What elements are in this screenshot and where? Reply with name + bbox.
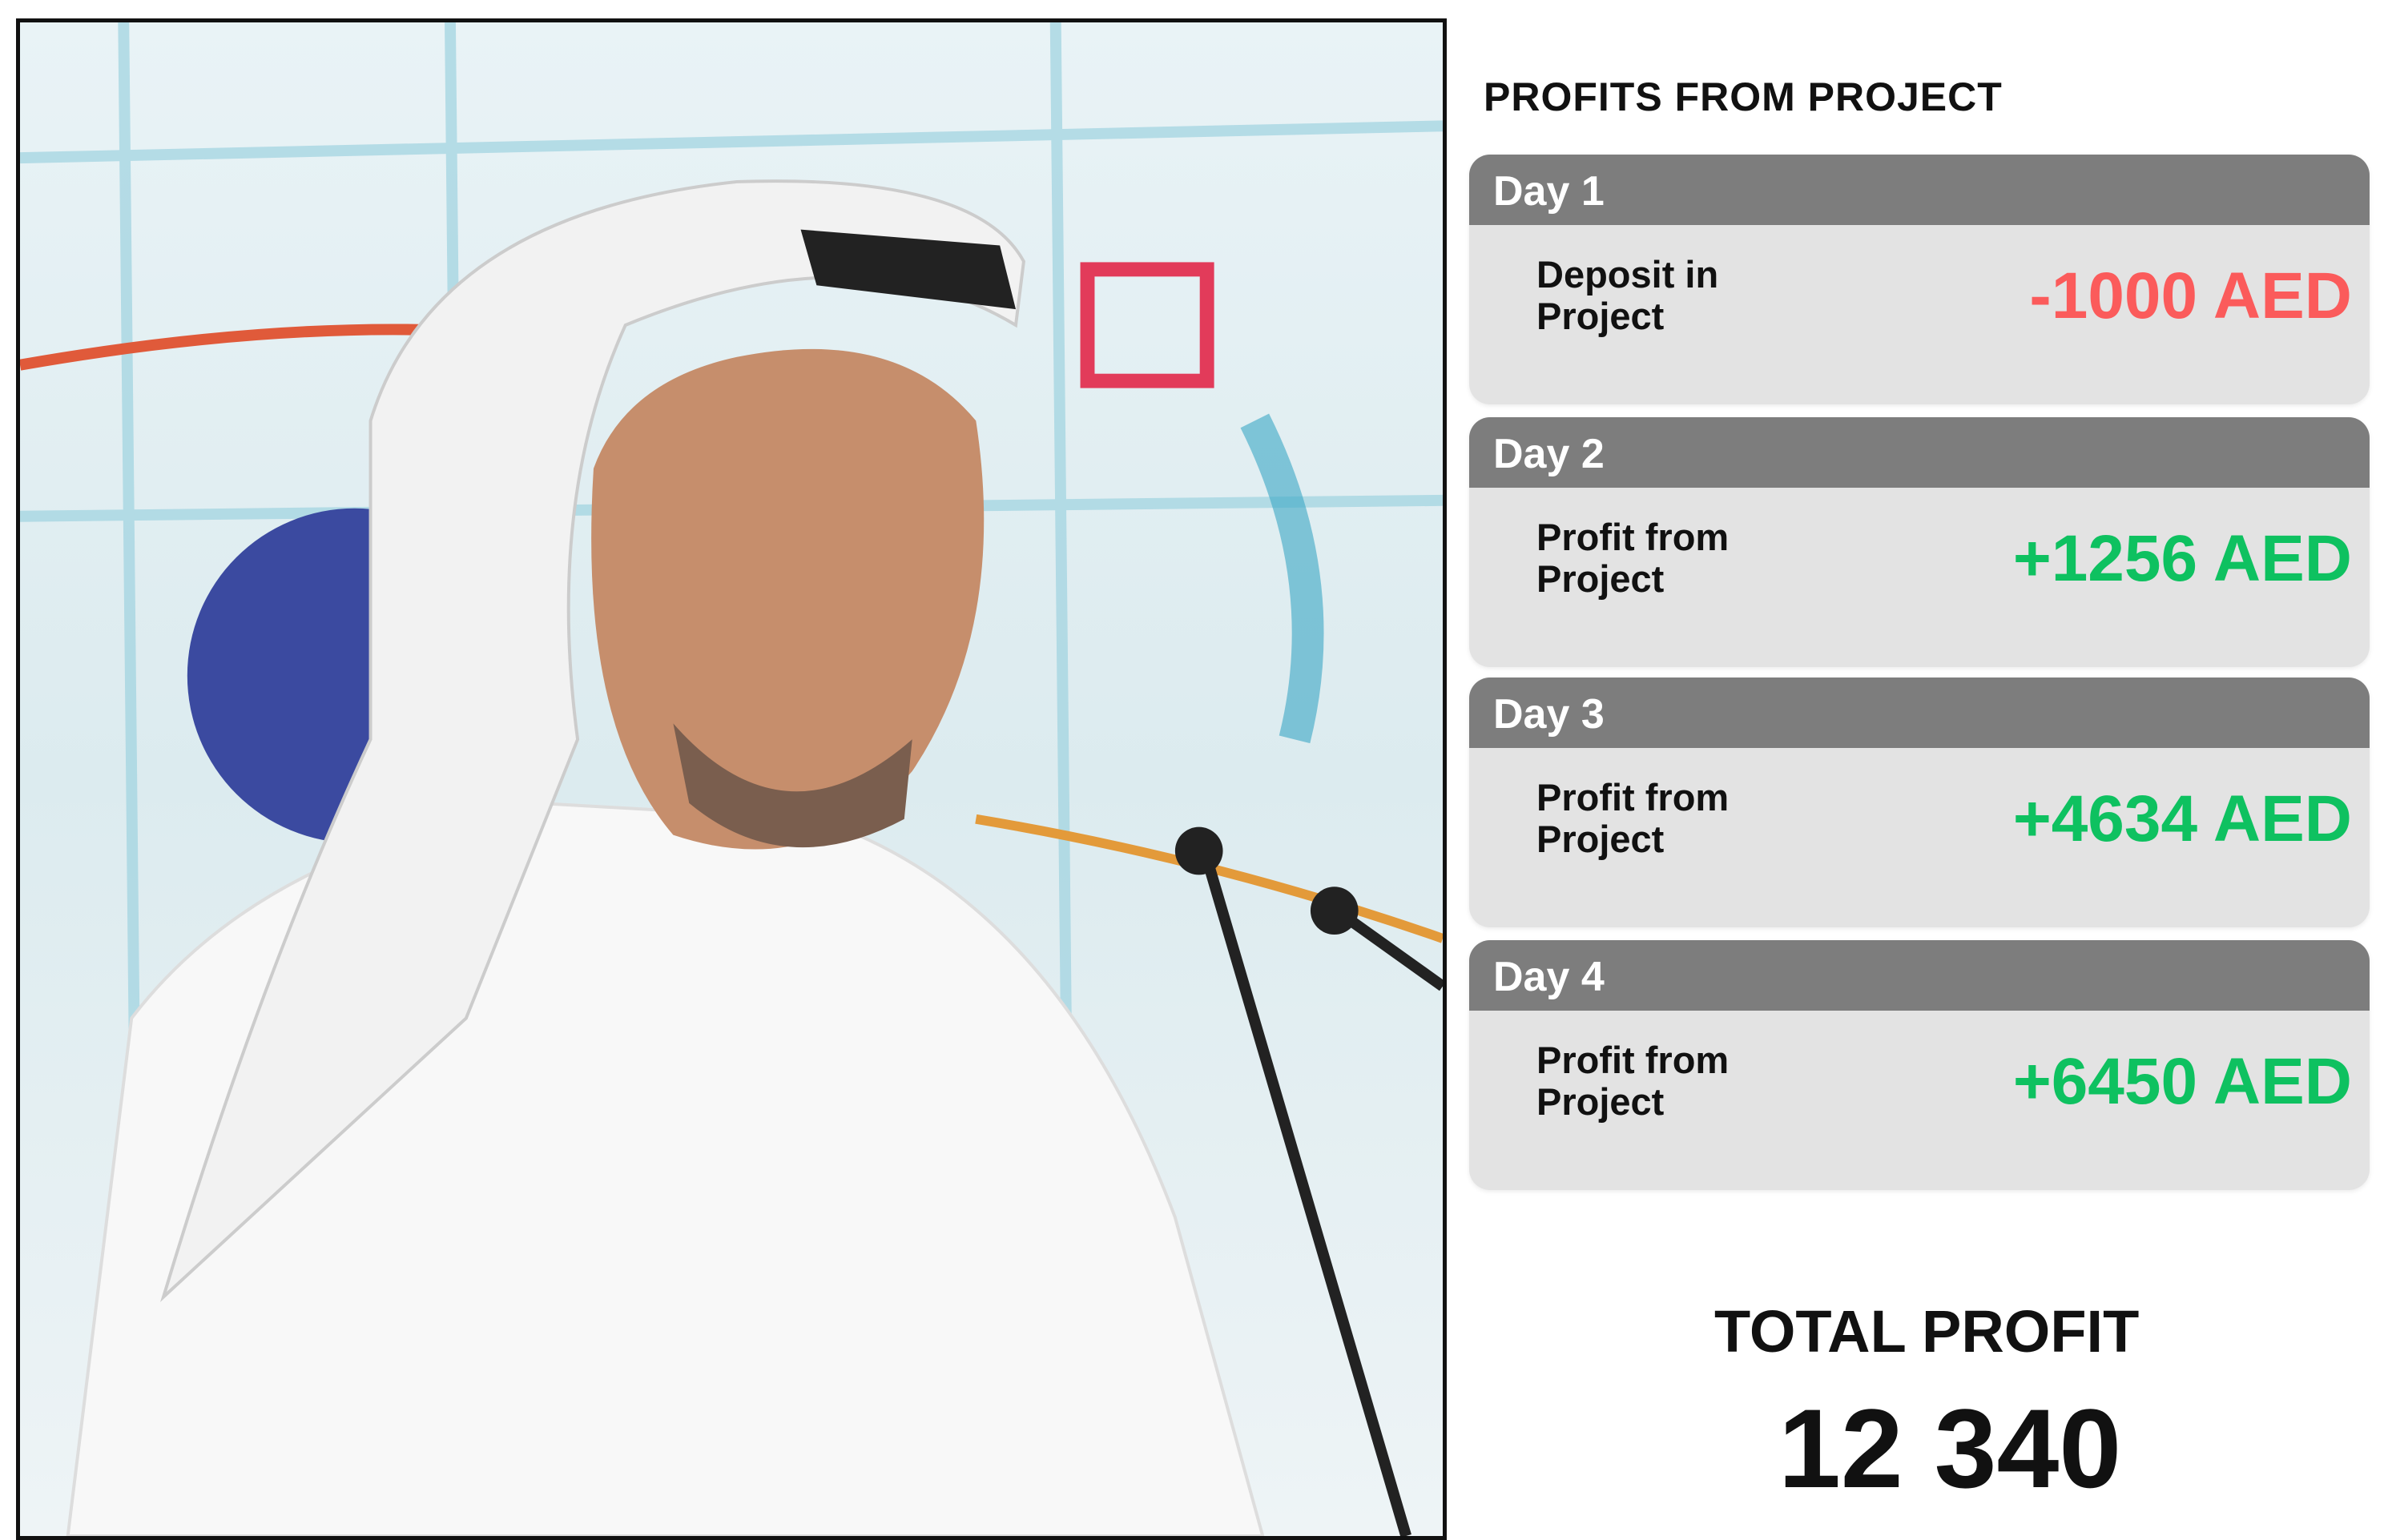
entry-label: Profit from Project xyxy=(1536,776,1730,860)
section-title: PROFITS FROM PROJECT xyxy=(1484,74,2003,119)
day-header: Day 3 xyxy=(1469,678,2370,748)
entry-amount: +6450 AED xyxy=(2012,1045,2352,1118)
day-header: Day 1 xyxy=(1469,155,2370,225)
total-profit-value: 12 340 xyxy=(1778,1385,2122,1511)
day-header: Day 4 xyxy=(1469,940,2370,1011)
entry-label: Profit from Project xyxy=(1536,516,1730,600)
day-card-4: Day 4 Profit from Project +6450 AED xyxy=(1469,940,2370,1190)
day-card-2: Day 2 Profit from Project +1256 AED xyxy=(1469,417,2370,667)
day-card-3: Day 3 Profit from Project +4634 AED xyxy=(1469,678,2370,927)
entry-label: Profit from Project xyxy=(1536,1039,1730,1123)
total-profit-label: TOTAL PROFIT xyxy=(1714,1298,2140,1365)
day-header: Day 2 xyxy=(1469,417,2370,488)
entry-amount: -1000 AED xyxy=(2029,259,2352,332)
entry-label: Deposit in Project xyxy=(1536,253,1719,337)
speaker-photo xyxy=(16,18,1447,1540)
entry-amount: +4634 AED xyxy=(2012,782,2352,855)
entry-amount: +1256 AED xyxy=(2012,522,2352,595)
day-card-1: Day 1 Deposit in Project -1000 AED xyxy=(1469,155,2370,404)
